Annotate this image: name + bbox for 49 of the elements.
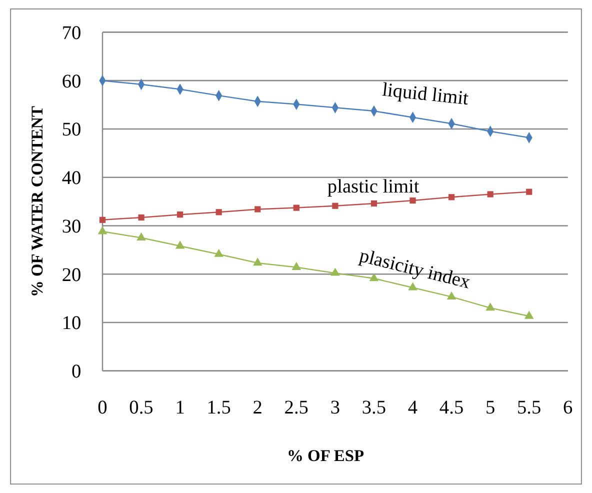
text: liquid limit bbox=[381, 80, 470, 110]
point bbox=[98, 226, 108, 234]
point bbox=[216, 209, 222, 216]
x-tick-label: 4 bbox=[408, 397, 418, 418]
point bbox=[330, 268, 340, 276]
point bbox=[214, 248, 224, 257]
x-tick-label: 5 bbox=[485, 397, 496, 418]
x-tick-label: 1.5 bbox=[206, 397, 231, 418]
x-tick-label: 5.5 bbox=[517, 397, 542, 418]
point bbox=[370, 200, 378, 207]
point bbox=[136, 232, 146, 240]
x-tick-label: 3.5 bbox=[362, 397, 386, 418]
point bbox=[175, 240, 185, 249]
x-tick-label: 6 bbox=[563, 397, 574, 418]
point bbox=[410, 197, 416, 204]
point bbox=[526, 188, 532, 195]
point bbox=[487, 191, 494, 198]
y-tick-label: 40 bbox=[62, 168, 82, 190]
y-tick-label: 30 bbox=[62, 216, 82, 238]
y-tick-label: 20 bbox=[62, 264, 82, 286]
point bbox=[524, 310, 534, 319]
x-tick-label: 1 bbox=[175, 397, 185, 418]
y-tick-label: 50 bbox=[62, 120, 82, 141]
point bbox=[138, 214, 144, 221]
point bbox=[446, 291, 456, 300]
y-tick-label: 0 bbox=[72, 362, 82, 383]
point bbox=[448, 194, 455, 200]
y-tick-label: 10 bbox=[62, 313, 82, 334]
series-label: plastic limit bbox=[327, 176, 420, 198]
y-tick-label: 70 bbox=[62, 22, 82, 44]
y-axis-title: % OF WATER CONTENT bbox=[28, 106, 47, 298]
x-tick-label: 0 bbox=[98, 397, 108, 418]
text: plasicity index bbox=[357, 245, 473, 294]
point bbox=[176, 212, 184, 218]
point bbox=[252, 258, 262, 266]
y-tick-label: 60 bbox=[62, 71, 82, 92]
x-axis-title: % OF ESP bbox=[286, 446, 364, 465]
point bbox=[486, 302, 495, 311]
point bbox=[99, 216, 106, 223]
point bbox=[292, 262, 302, 270]
x-tick-label: 3 bbox=[330, 397, 340, 418]
point bbox=[332, 202, 338, 209]
point bbox=[293, 204, 300, 211]
x-tick-label: 4.5 bbox=[439, 397, 464, 418]
x-tick-label: 0.5 bbox=[129, 397, 154, 418]
x-tick-label: 2 bbox=[252, 397, 262, 418]
x-tick-label: 2.5 bbox=[284, 397, 308, 418]
point bbox=[408, 282, 418, 290]
point bbox=[254, 206, 261, 212]
